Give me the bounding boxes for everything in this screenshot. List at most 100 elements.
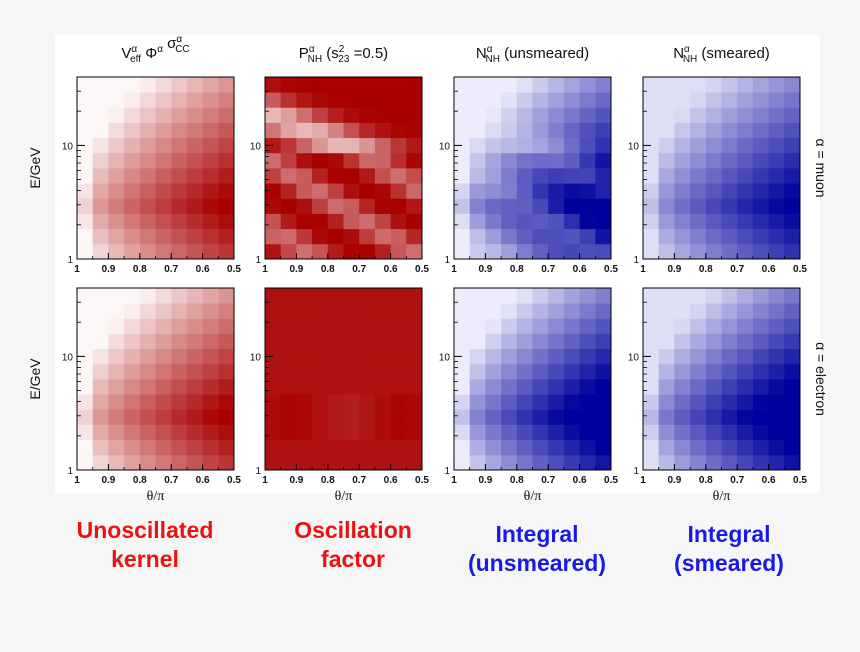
heatmap-cell [705,348,722,365]
x-tick-label: 0.5 [793,264,807,275]
heatmap-cell [658,152,675,169]
heatmap-cell [595,183,612,199]
heatmap-cell [186,213,203,230]
heatmap-cell [374,303,391,319]
heatmap-cell [312,303,329,319]
heatmap-cell [280,424,297,441]
heatmap-cell [485,243,502,260]
heatmap-cell [643,333,660,350]
heatmap-cell [406,409,423,425]
heatmap-cell [643,198,660,214]
heatmap-cell [280,168,297,184]
x-tick-label: 0.6 [573,264,587,275]
heatmap-cell [501,228,518,245]
heatmap-cell [643,137,660,154]
heatmap-cell [155,152,172,169]
heatmap-cell [280,92,297,108]
heatmap-cell [265,409,282,425]
heatmap-cell [77,213,94,230]
heatmap-cell [92,168,109,184]
heatmap-cell [737,424,754,441]
heatmap-cell [186,228,203,245]
heatmap-cell [202,333,219,350]
heatmap-cell [579,379,596,395]
heatmap-cell [643,77,660,93]
heatmap-cell [690,333,707,350]
x-tick-label: 0.8 [133,475,147,486]
heatmap-cell [485,213,502,230]
heatmap-cell [218,198,235,214]
heatmap-cell [658,379,675,395]
heatmap-cell [77,198,94,214]
heatmap-cell [658,424,675,441]
heatmap-cell [124,424,141,441]
heatmap-cell [563,243,580,260]
heatmap-cell [77,92,94,108]
heatmap-cell [595,424,612,441]
heatmap-cell [658,213,675,230]
x-tick-label: 0.7 [352,475,366,486]
heatmap-cell [265,303,282,319]
x-tick-label: 0.9 [289,475,303,486]
heatmap-cell [721,168,738,184]
x-tick-label: 0.7 [730,264,744,275]
heatmap-cell [343,454,360,471]
heatmap-cell [516,183,533,199]
heatmap-cell [563,348,580,365]
heatmap-cell [374,439,391,456]
heatmap-cell [296,77,313,93]
heatmap-cell [737,454,754,471]
heatmap-cell [548,92,565,108]
heatmap-cell [674,228,691,245]
heatmap-cell [218,107,235,123]
heatmap-cell [218,439,235,456]
heatmap-cell [768,243,785,260]
heatmap-cell [705,122,722,139]
heatmap-cell [327,424,344,441]
heatmap-cell [501,394,518,410]
heatmap-cell [784,122,801,139]
heatmap-cell [643,363,660,380]
heatmap-cell [155,424,172,441]
heatmap-cell [155,183,172,199]
heatmap-cell [579,213,596,230]
x-tick-label: 0.8 [133,264,147,275]
heatmap-cell [202,77,219,93]
heatmap-cell [454,198,471,214]
heatmap-cell [595,439,612,456]
heatmap-cell [406,122,423,139]
heatmap-cell [202,228,219,245]
y-tick-label: 10 [62,352,74,363]
heatmap-cell [390,122,407,139]
heatmap-cell [108,243,125,260]
heatmap-cell [768,183,785,199]
heatmap-cell [92,303,109,319]
heatmap-cell [658,122,675,139]
heatmap-cell [721,439,738,456]
heatmap-cell [406,454,423,471]
heatmap-cell [454,409,471,425]
heatmap-cell [359,363,376,380]
heatmap-cell [485,228,502,245]
heatmap-cell [705,107,722,123]
heatmap-cell [595,228,612,245]
heatmap-cell [658,363,675,380]
heatmap-cell [595,288,612,304]
heatmap-cell [108,77,125,93]
heatmap-cell [690,92,707,108]
heatmap-cell [752,152,769,169]
heatmap-cell [595,92,612,108]
heatmap-cell [516,243,533,260]
heatmap-cell [485,409,502,425]
heatmap-cell [108,333,125,350]
heatmap-cell [690,183,707,199]
heatmap-cell [406,198,423,214]
heatmap-cell [737,303,754,319]
heatmap-cell [721,92,738,108]
heatmap-cell [186,77,203,93]
heatmap-cell [139,213,156,230]
heatmap-cell [579,288,596,304]
heatmap-cell [390,137,407,154]
heatmap-cell [406,92,423,108]
heatmap-cell [77,303,94,319]
